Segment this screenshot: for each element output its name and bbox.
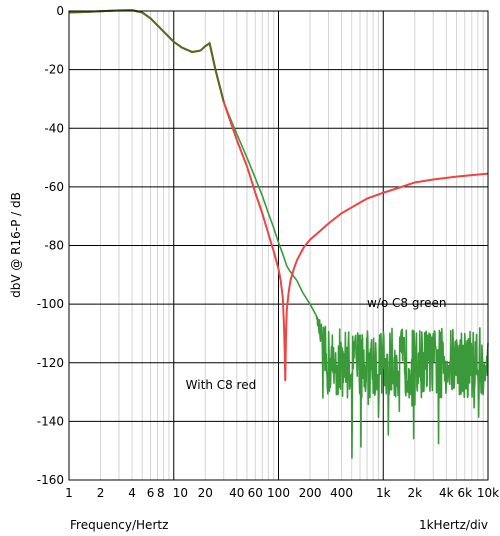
x-tick-label-1: 2 <box>97 486 105 500</box>
grid <box>69 10 488 481</box>
x-tick-label-6: 20 <box>198 486 213 500</box>
plot-border <box>68 10 489 481</box>
y-tick-label-1: -20 <box>44 63 64 77</box>
x-tick-label-16: 10k <box>477 486 499 500</box>
x-tick-label-5: 10 <box>173 486 188 500</box>
y-tick-label-2: -40 <box>44 121 64 135</box>
y-axis-title: dbV @ R16-P / dB <box>9 192 23 298</box>
x-tick-label-14: 4k <box>439 486 454 500</box>
overlap-line <box>68 9 225 103</box>
x-tick-label-2: 4 <box>128 486 136 500</box>
y-tick-label-4: -80 <box>44 239 64 253</box>
x-tick-label-3: 6 <box>147 486 155 500</box>
y-tick-label-7: -140 <box>37 414 64 428</box>
y-tick-label-6: -120 <box>37 356 64 370</box>
y-tick-label-3: -60 <box>44 180 64 194</box>
x-tick-label-11: 400 <box>330 486 353 500</box>
x-tick-labels: 1 2 4 6 8 10 20 40 60 100 200 400 1k 2k 4k 6k 10k <box>65 486 499 500</box>
y-tick-label-5: -100 <box>37 297 64 311</box>
y-tick-label-8: -160 <box>37 473 64 487</box>
x-axis-title: Frequency/Hertz <box>70 518 168 532</box>
x-tick-label-15: 6k <box>457 486 472 500</box>
x-tick-label-12: 1k <box>376 486 391 500</box>
annotations: w/o C8 green With C8 red <box>186 296 447 392</box>
x-tick-label-9: 100 <box>267 486 290 500</box>
x-tick-label-0: 1 <box>65 486 73 500</box>
x-tick-label-13: 2k <box>407 486 422 500</box>
x-axis-scale-note: 1kHertz/div <box>419 518 488 532</box>
y-tick-label-0: 0 <box>56 4 64 18</box>
y-tick-labels: 0 -20 -40 -60 -80 -100 -120 -140 -160 <box>37 4 64 487</box>
annotation-1: With C8 red <box>186 378 257 392</box>
x-tick-label-4: 8 <box>157 486 165 500</box>
series-line-1 <box>68 9 489 459</box>
annotation-0: w/o C8 green <box>367 296 447 310</box>
plot-frame <box>68 10 489 481</box>
x-tick-label-7: 40 <box>229 486 244 500</box>
x-tick-label-10: 200 <box>299 486 322 500</box>
x-tick-label-8: 60 <box>248 486 263 500</box>
